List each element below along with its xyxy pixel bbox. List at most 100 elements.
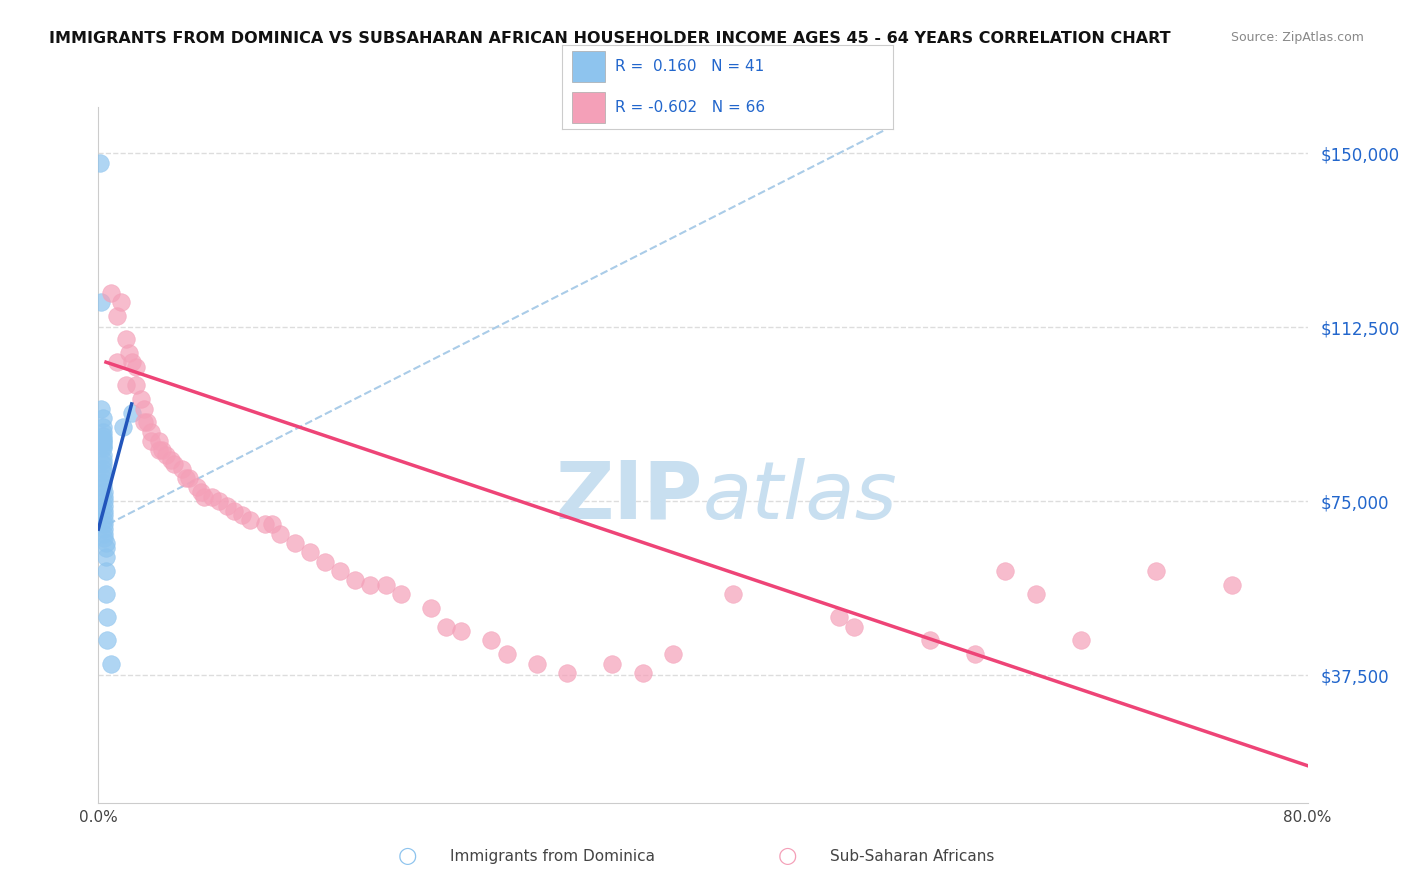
Point	[269, 526, 291, 541]
Point	[190, 485, 212, 500]
Point	[314, 555, 336, 569]
Point	[94, 587, 117, 601]
Point	[135, 416, 157, 430]
Point	[91, 439, 114, 453]
Point	[91, 457, 114, 471]
Point	[129, 392, 152, 407]
Point	[114, 378, 136, 392]
Point	[93, 490, 115, 504]
Point	[186, 480, 208, 494]
Point	[481, 633, 503, 648]
Point	[91, 429, 114, 443]
Point	[89, 155, 111, 169]
Point	[93, 517, 115, 532]
Point	[495, 648, 517, 662]
Point	[94, 536, 117, 550]
Point	[91, 448, 114, 462]
Point	[208, 494, 231, 508]
Point	[374, 578, 396, 592]
Point	[631, 665, 654, 680]
Point	[994, 564, 1017, 578]
Point	[91, 480, 114, 494]
Point	[118, 346, 141, 360]
Point	[94, 549, 117, 564]
Point	[239, 513, 262, 527]
Point	[889, 54, 911, 68]
Point	[93, 513, 115, 527]
Point	[90, 294, 112, 309]
Point	[329, 564, 352, 578]
Point	[662, 648, 685, 662]
Point	[215, 499, 238, 513]
Point	[150, 443, 173, 458]
Point	[91, 462, 114, 476]
Point	[174, 471, 197, 485]
Point	[121, 355, 143, 369]
Point	[93, 485, 115, 500]
Point	[253, 517, 276, 532]
Text: ○: ○	[778, 847, 797, 866]
Point	[91, 434, 114, 448]
Point	[94, 564, 117, 578]
Point	[125, 378, 148, 392]
Point	[132, 401, 155, 416]
Point	[125, 359, 148, 374]
Point	[96, 610, 118, 624]
Point	[91, 475, 114, 490]
Point	[360, 578, 382, 592]
Point	[93, 499, 115, 513]
Text: Immigrants from Dominica: Immigrants from Dominica	[450, 849, 655, 863]
Point	[91, 471, 114, 485]
Point	[111, 420, 134, 434]
Point	[1024, 587, 1046, 601]
Point	[93, 526, 115, 541]
Point	[1220, 578, 1243, 592]
Point	[100, 657, 122, 671]
Point	[121, 406, 143, 420]
Point	[450, 624, 472, 639]
Point	[1144, 564, 1167, 578]
Point	[389, 587, 412, 601]
Point	[114, 332, 136, 346]
Point	[91, 467, 114, 481]
Point	[526, 657, 548, 671]
Point	[201, 490, 224, 504]
Point	[299, 545, 322, 559]
Point	[93, 494, 115, 508]
Point	[231, 508, 253, 523]
Point	[100, 285, 122, 300]
Point	[1070, 633, 1092, 648]
Point	[420, 601, 443, 615]
Point	[110, 294, 132, 309]
Point	[965, 648, 987, 662]
Point	[163, 457, 186, 471]
Point	[179, 471, 201, 485]
Point	[262, 517, 284, 532]
Point	[555, 665, 578, 680]
Text: IMMIGRANTS FROM DOMINICA VS SUBSAHARAN AFRICAN HOUSEHOLDER INCOME AGES 45 - 64 Y: IMMIGRANTS FROM DOMINICA VS SUBSAHARAN A…	[49, 31, 1171, 46]
Text: R =  0.160   N = 41: R = 0.160 N = 41	[616, 59, 765, 74]
Point	[93, 508, 115, 523]
Point	[91, 436, 114, 450]
Point	[344, 573, 367, 587]
Point	[94, 541, 117, 555]
Point	[105, 355, 128, 369]
Text: ZIP: ZIP	[555, 458, 703, 536]
Point	[160, 452, 183, 467]
Point	[91, 425, 114, 439]
Point	[91, 452, 114, 467]
Point	[844, 619, 866, 633]
Point	[284, 536, 307, 550]
Point	[602, 657, 624, 671]
Point	[155, 448, 177, 462]
Bar	[572, 92, 606, 122]
Text: Source: ZipAtlas.com: Source: ZipAtlas.com	[1230, 31, 1364, 45]
Bar	[572, 52, 606, 82]
Point	[148, 443, 170, 458]
Point	[91, 420, 114, 434]
Point	[723, 587, 745, 601]
Point	[918, 633, 941, 648]
Point	[93, 522, 115, 536]
Point	[93, 503, 115, 517]
Point	[141, 425, 163, 439]
